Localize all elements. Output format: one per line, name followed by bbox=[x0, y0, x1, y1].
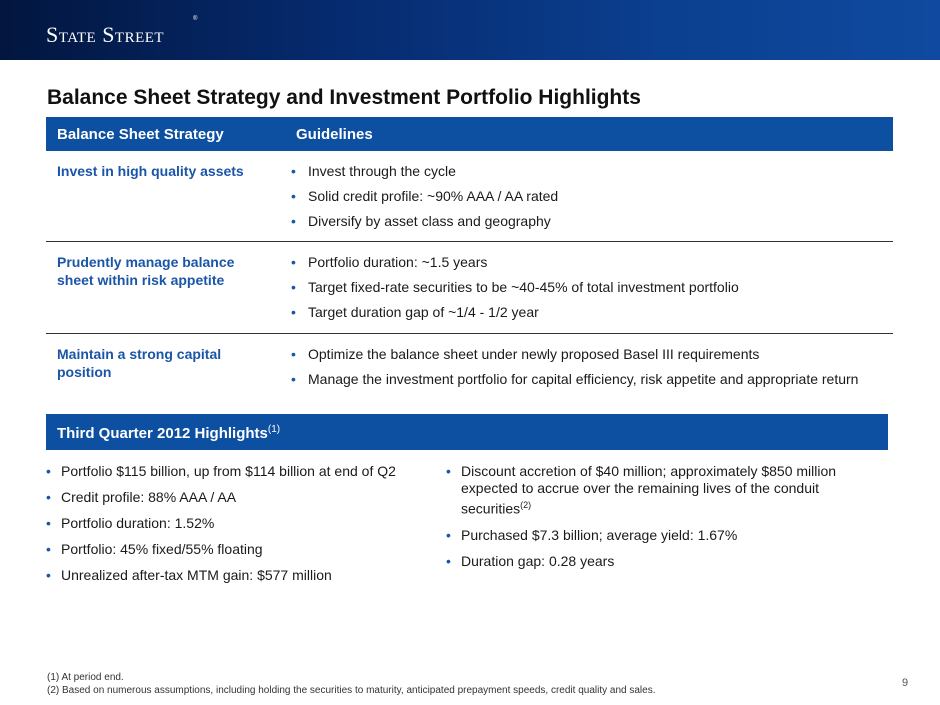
guideline-item: Manage the investment portfolio for capi… bbox=[289, 370, 858, 388]
guideline-list: Invest through the cycle Solid credit pr… bbox=[289, 162, 558, 237]
guideline-item: Target fixed-rate securities to be ~40-4… bbox=[289, 278, 739, 296]
strategy-label: Maintain a strong capital position bbox=[57, 346, 222, 380]
footnote-ref: (1) bbox=[267, 424, 281, 435]
strategy-label: Invest in high quality assets bbox=[57, 163, 244, 179]
header-bar: State Street ® bbox=[0, 0, 940, 60]
column-header-strategy: Balance Sheet Strategy bbox=[57, 126, 224, 143]
registered-mark: ® bbox=[193, 16, 198, 22]
footnote: (2) Based on numerous assumptions, inclu… bbox=[47, 685, 656, 696]
page-title: Balance Sheet Strategy and Investment Po… bbox=[47, 86, 641, 109]
highlights-header: Third Quarter 2012 Highlights(1) bbox=[46, 414, 888, 450]
table-row: Maintain a strong capital position Optim… bbox=[46, 335, 893, 395]
highlights-left-list: Portfolio $115 billion, up from $114 bil… bbox=[46, 463, 436, 593]
guideline-list: Portfolio duration: ~1.5 years Target fi… bbox=[289, 253, 739, 328]
highlight-item: Discount accretion of $40 million; appro… bbox=[446, 463, 846, 518]
highlight-item: Duration gap: 0.28 years bbox=[446, 553, 846, 570]
table-row: Prudently manage balance sheet within ri… bbox=[46, 243, 893, 334]
state-street-logo: State Street bbox=[46, 22, 165, 47]
highlight-text: Discount accretion of $40 million; appro… bbox=[461, 463, 837, 517]
highlight-item: Portfolio $115 billion, up from $114 bil… bbox=[46, 463, 436, 480]
guideline-item: Invest through the cycle bbox=[289, 162, 558, 180]
guideline-item: Solid credit profile: ~90% AAA / AA rate… bbox=[289, 187, 558, 205]
highlights-title-text: Third Quarter 2012 Highlights bbox=[57, 425, 268, 442]
guideline-item: Portfolio duration: ~1.5 years bbox=[289, 253, 739, 271]
page-number: 9 bbox=[902, 677, 909, 689]
strategy-label: Prudently manage balance sheet within ri… bbox=[57, 254, 235, 288]
highlights-title: Third Quarter 2012 Highlights(1) bbox=[57, 424, 280, 442]
footnote: (1) At period end. bbox=[47, 672, 124, 683]
guideline-item: Target duration gap of ~1/4 - 1/2 year bbox=[289, 303, 739, 321]
highlight-item: Portfolio duration: 1.52% bbox=[46, 515, 436, 532]
guideline-list: Optimize the balance sheet under newly p… bbox=[289, 345, 858, 395]
table-row: Invest in high quality assets Invest thr… bbox=[46, 152, 893, 242]
highlight-item: Credit profile: 88% AAA / AA bbox=[46, 489, 436, 506]
guideline-item: Optimize the balance sheet under newly p… bbox=[289, 345, 858, 363]
guideline-item: Diversify by asset class and geography bbox=[289, 212, 558, 230]
highlight-item: Portfolio: 45% fixed/55% floating bbox=[46, 541, 436, 558]
highlight-item: Unrealized after-tax MTM gain: $577 mill… bbox=[46, 567, 436, 584]
highlight-item: Purchased $7.3 billion; average yield: 1… bbox=[446, 527, 846, 544]
column-header-guidelines: Guidelines bbox=[296, 126, 373, 143]
highlights-right-list: Discount accretion of $40 million; appro… bbox=[446, 463, 846, 579]
footnote-ref: (2) bbox=[520, 500, 532, 510]
strategy-table-header: Balance Sheet Strategy Guidelines bbox=[46, 117, 893, 151]
footnotes: (1) At period end. (2) Based on numerous… bbox=[47, 671, 655, 697]
